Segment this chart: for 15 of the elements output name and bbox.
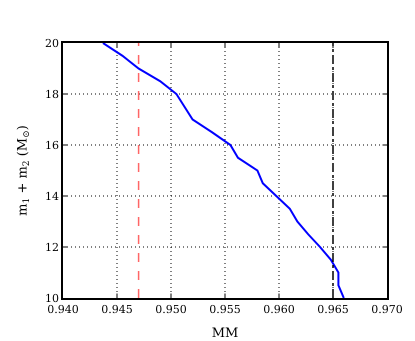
- x-tick-label: 0.960: [263, 302, 295, 316]
- x-tick-label: 0.955: [209, 302, 241, 316]
- x-tick-label: 0.970: [371, 302, 403, 316]
- y-tick-label: 14: [45, 190, 60, 203]
- x-tick-label: 0.940: [47, 302, 79, 316]
- y-tick-label: 18: [45, 88, 60, 101]
- line-series: [102, 43, 345, 298]
- x-tick-label: 0.965: [317, 302, 349, 316]
- y-tick-label: 12: [45, 240, 60, 254]
- x-axis-title: MM: [212, 326, 238, 341]
- y-tick-label: 16: [45, 138, 60, 152]
- x-tick-label: 0.950: [155, 302, 187, 316]
- x-tick-label: 0.945: [101, 302, 133, 316]
- y-tick-label: 10: [45, 292, 60, 305]
- y-tick-label: 20: [45, 36, 60, 50]
